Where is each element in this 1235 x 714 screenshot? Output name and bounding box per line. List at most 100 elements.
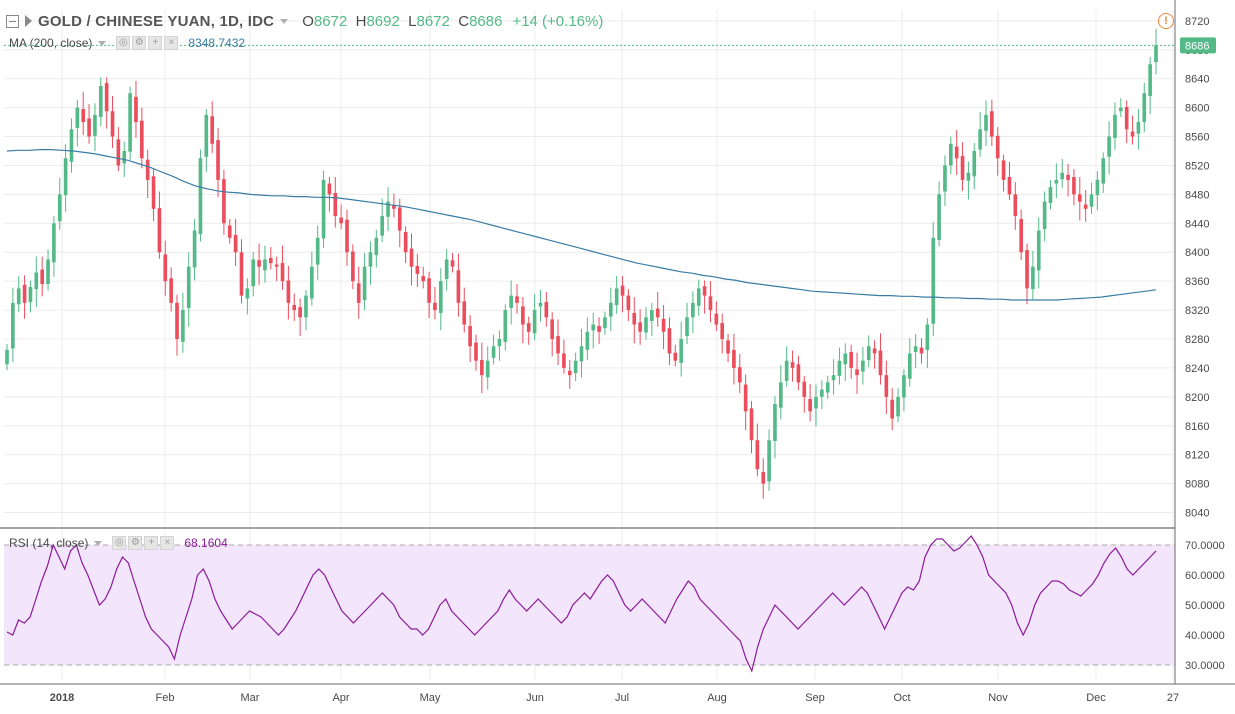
time-axis[interactable]: 2018 Feb Mar Apr May Jun Jul Aug Sep Oct Nov Dec 27 bbox=[50, 692, 1179, 704]
candle bbox=[1142, 83, 1147, 133]
candle bbox=[1107, 121, 1111, 175]
candle bbox=[585, 317, 590, 360]
candle bbox=[1013, 182, 1018, 230]
candle bbox=[28, 280, 33, 313]
candle bbox=[820, 380, 824, 410]
candle bbox=[34, 256, 39, 308]
last-price-tag: 8686 bbox=[1180, 37, 1216, 54]
candle bbox=[368, 241, 373, 285]
candle bbox=[702, 280, 707, 314]
candle bbox=[456, 253, 461, 317]
gear-icon[interactable]: ⚙ bbox=[128, 536, 143, 550]
candle bbox=[650, 302, 654, 337]
candle bbox=[444, 249, 449, 291]
candle bbox=[87, 104, 91, 144]
rsi-line bbox=[6, 535, 1157, 673]
candle bbox=[966, 161, 971, 200]
candle bbox=[16, 276, 21, 313]
candle bbox=[163, 240, 168, 296]
flag-icon[interactable] bbox=[25, 15, 32, 27]
collapse-icon[interactable] bbox=[6, 14, 19, 28]
candle bbox=[134, 80, 138, 138]
chevron-down-icon[interactable] bbox=[280, 18, 289, 24]
candle bbox=[321, 170, 326, 248]
rsi-legend[interactable]: RSI (14, close) ◎ ⚙ + × 68.1604 bbox=[9, 535, 228, 551]
low-value: 8672 bbox=[416, 12, 450, 30]
candle bbox=[1113, 102, 1117, 150]
candle bbox=[327, 177, 332, 212]
candle bbox=[1060, 158, 1065, 188]
candle bbox=[40, 256, 44, 297]
candle bbox=[644, 307, 648, 340]
candle bbox=[450, 252, 455, 273]
candle bbox=[1019, 209, 1023, 261]
candle bbox=[632, 297, 637, 344]
alert-icon[interactable]: ! bbox=[1158, 13, 1174, 29]
rsi-axis[interactable]: 30.0000 40.0000 50.0000 60.0000 70.0000 bbox=[1185, 540, 1225, 672]
candle bbox=[397, 198, 402, 248]
chevron-down-icon[interactable] bbox=[98, 40, 107, 46]
candle bbox=[538, 289, 543, 322]
price-tick: 8080 bbox=[1185, 479, 1209, 491]
price-axis[interactable]: 8040 8080 8120 8160 8200 8240 8280 8320 8360 8400… bbox=[1185, 16, 1209, 520]
candle bbox=[427, 271, 431, 319]
time-tick: May bbox=[420, 692, 441, 704]
candle bbox=[1124, 100, 1129, 144]
candle bbox=[386, 187, 390, 232]
candle bbox=[995, 127, 1000, 176]
ma-legend[interactable]: MA (200, close) ◎ ⚙ + × 8348.7432 bbox=[9, 35, 245, 51]
candle bbox=[462, 287, 467, 333]
candle bbox=[1054, 163, 1059, 198]
candle bbox=[251, 252, 256, 297]
plus-icon[interactable]: + bbox=[144, 536, 159, 550]
eye-icon[interactable]: ◎ bbox=[116, 36, 131, 50]
candle bbox=[151, 169, 156, 222]
last-price-value: 8686 bbox=[1185, 40, 1209, 52]
low-label: L bbox=[408, 12, 417, 30]
candle bbox=[556, 319, 560, 366]
close-icon[interactable]: × bbox=[164, 36, 179, 50]
candle bbox=[128, 86, 132, 160]
time-tick: Oct bbox=[893, 692, 910, 704]
candle bbox=[749, 401, 754, 454]
open-label: O bbox=[302, 12, 314, 30]
candle bbox=[843, 343, 848, 381]
candle bbox=[104, 77, 109, 129]
candle bbox=[673, 344, 678, 367]
candle bbox=[866, 335, 871, 368]
candle bbox=[949, 136, 953, 175]
rsi-tick: 30.0000 bbox=[1185, 660, 1225, 672]
candle bbox=[310, 251, 314, 306]
close-icon[interactable]: × bbox=[160, 536, 175, 550]
plus-icon[interactable]: + bbox=[148, 36, 163, 50]
candle bbox=[210, 101, 214, 154]
high-label: H bbox=[355, 12, 367, 30]
close-value: 8686 bbox=[469, 12, 503, 30]
symbol-title[interactable]: GOLD / CHINESE YUAN, 1D, IDC bbox=[38, 12, 275, 30]
price-tick: 8520 bbox=[1185, 160, 1209, 172]
candle bbox=[661, 305, 666, 350]
candle bbox=[608, 287, 613, 332]
candle bbox=[1007, 161, 1012, 201]
candle bbox=[755, 423, 760, 477]
gear-icon[interactable]: ⚙ bbox=[132, 36, 147, 50]
candle bbox=[1095, 171, 1100, 211]
time-tick: Feb bbox=[156, 692, 175, 704]
eye-icon[interactable]: ◎ bbox=[112, 536, 127, 550]
candle bbox=[415, 253, 420, 287]
time-tick: Jul bbox=[615, 692, 629, 704]
candle bbox=[884, 360, 889, 415]
chevron-down-icon[interactable] bbox=[94, 540, 103, 546]
candle bbox=[890, 388, 895, 431]
candle bbox=[1048, 179, 1053, 210]
candle bbox=[216, 127, 220, 198]
price-tick: 8400 bbox=[1185, 247, 1209, 259]
candle bbox=[204, 109, 209, 172]
price-tick: 8640 bbox=[1185, 74, 1209, 86]
ma-value: 8348.7432 bbox=[188, 36, 246, 50]
rsi-tick: 70.0000 bbox=[1185, 540, 1225, 552]
candle bbox=[1083, 190, 1088, 222]
candle bbox=[75, 99, 80, 147]
rsi-label: RSI (14, close) bbox=[9, 536, 89, 550]
